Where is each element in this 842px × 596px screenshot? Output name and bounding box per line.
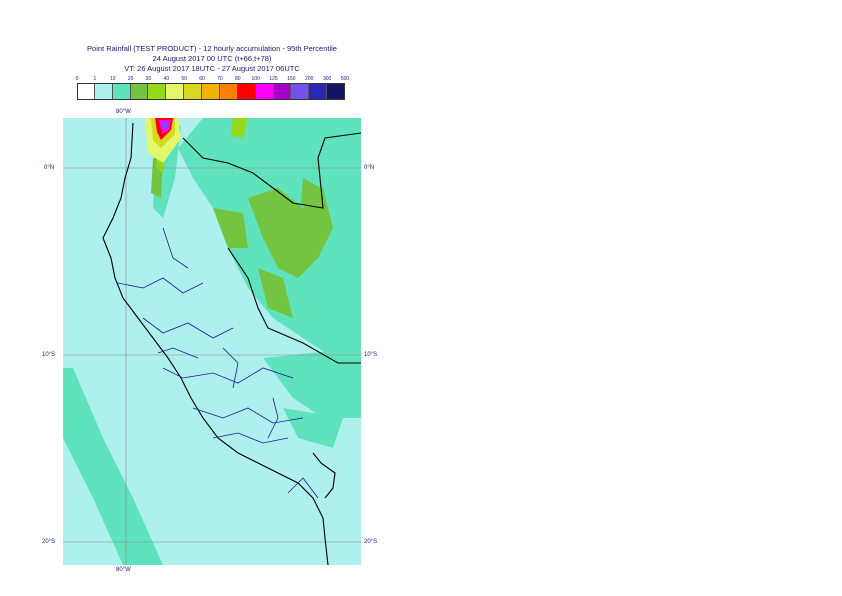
regional-boundaries bbox=[117, 227, 319, 499]
legend-swatch bbox=[291, 83, 310, 100]
legend-tick-label: 30 bbox=[145, 76, 152, 82]
legend-tick-label: 70 bbox=[217, 76, 223, 82]
lon-label-bottom: 80°W bbox=[116, 567, 131, 573]
lat-label-right-10: 10°S bbox=[364, 352, 378, 358]
legend-tick-label: 20 bbox=[127, 76, 134, 82]
legend-tick-label: 40 bbox=[163, 76, 170, 82]
legend-tick-label: 300 bbox=[322, 76, 332, 82]
legend-swatch bbox=[273, 83, 292, 100]
legend-swatch bbox=[184, 83, 203, 100]
legend-swatch bbox=[77, 83, 95, 100]
legend-tick-label: 50 bbox=[181, 76, 187, 82]
legend-tick-label: 100 bbox=[251, 76, 260, 82]
legend-swatch bbox=[202, 83, 220, 100]
legend-tick-label: 10 bbox=[109, 76, 116, 82]
legend-swatch bbox=[112, 83, 131, 100]
rainfall-map bbox=[63, 118, 361, 565]
legend-tick-label: 60 bbox=[199, 76, 205, 82]
lat-label-left-20: 20°S bbox=[42, 539, 56, 545]
graticule bbox=[63, 118, 361, 565]
lat-label-right-20: 20°S bbox=[364, 539, 378, 545]
lat-label-right-0: 0°N bbox=[364, 165, 375, 171]
legend-tick-label: 0 bbox=[75, 76, 79, 82]
legend-swatch bbox=[327, 83, 345, 100]
rain-field-30mm bbox=[151, 158, 333, 318]
legend-tick-label: 1 bbox=[93, 76, 97, 82]
model-run-line: 24 August 2017 00 UTC (t+66,t+78) bbox=[152, 54, 272, 63]
legend-swatch bbox=[130, 83, 149, 100]
legend-swatch bbox=[148, 83, 167, 100]
legend-tick-label: 500 bbox=[340, 76, 350, 82]
coastline bbox=[102, 122, 361, 565]
legend-swatch bbox=[309, 83, 328, 100]
legend-swatch bbox=[94, 83, 113, 100]
legend-swatch bbox=[237, 83, 256, 100]
validity-time-line: VT: 26 August 2017 18UTC - 27 August 201… bbox=[124, 64, 300, 73]
legend-tick-label: 150 bbox=[287, 76, 296, 82]
lon-label-top: 80°W bbox=[116, 109, 131, 115]
rain-field-peak bbox=[145, 118, 181, 163]
lat-label-left-0: 0°N bbox=[44, 165, 55, 171]
legend-swatch bbox=[166, 83, 185, 100]
chart-title: Point Rainfall (TEST PRODUCT) - 12 hourl… bbox=[87, 44, 337, 53]
legend-tick-label: 80 bbox=[235, 76, 241, 82]
lat-label-left-10: 10°S bbox=[42, 352, 56, 358]
legend-tick-label: 125 bbox=[269, 76, 278, 82]
legend-tick-label: 200 bbox=[305, 76, 314, 82]
legend-swatch bbox=[255, 83, 274, 100]
legend-swatch bbox=[219, 83, 238, 100]
